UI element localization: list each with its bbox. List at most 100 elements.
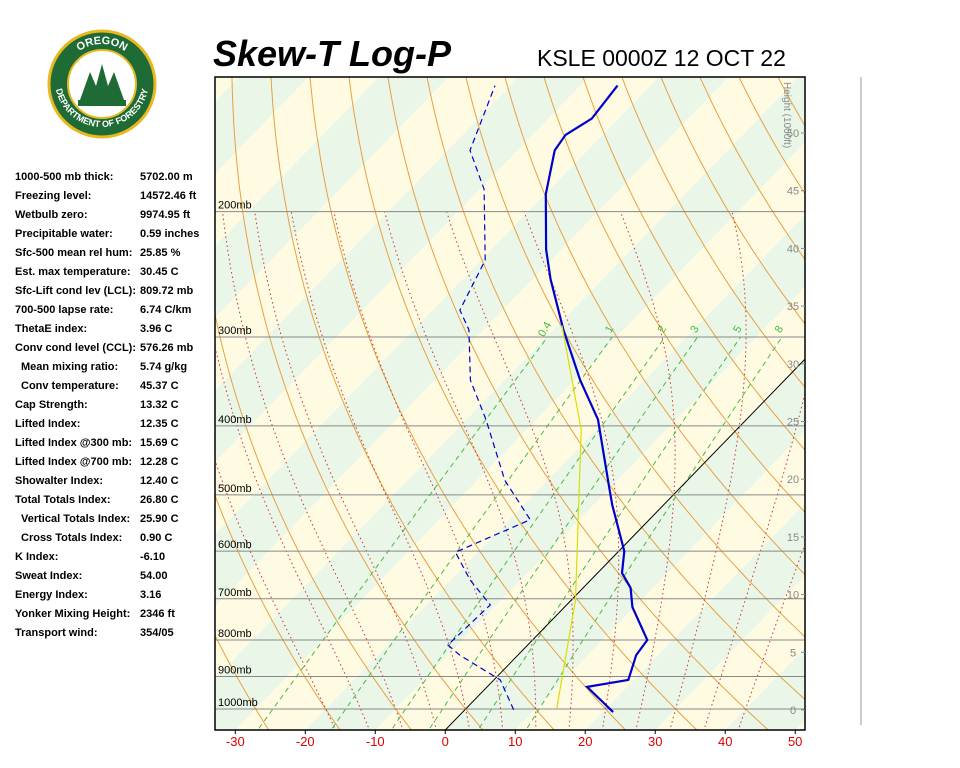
height-tick-label: 40: [787, 243, 799, 255]
pressure-label: 300mb: [218, 325, 252, 337]
height-tick-label: 35: [787, 301, 799, 313]
mixing-ratio-line: [428, 336, 699, 730]
moist-adiabat: [446, 211, 574, 730]
moist-adiabat: [290, 211, 471, 730]
index-value: 5702.00 m: [140, 171, 193, 183]
index-label: Energy Index:: [15, 589, 88, 601]
index-value: 0.59 inches: [140, 228, 199, 240]
pressure-label: 200mb: [218, 200, 252, 212]
x-tick-label: -10: [366, 734, 385, 749]
mixing-ratio-line: [477, 336, 742, 730]
plot-background: [215, 27, 960, 736]
index-label: Lifted Index:: [15, 418, 80, 430]
index-label: Cap Strength:: [15, 399, 88, 411]
chart-subtitle: KSLE 0000Z 12 OCT 22: [537, 45, 786, 71]
index-label: Precipitable water:: [15, 228, 113, 240]
x-tick-label: 40: [718, 734, 732, 749]
index-label: Conv cond level (CCL):: [15, 342, 136, 354]
index-value: 30.45 C: [140, 266, 179, 278]
index-label: Lifted Index @700 mb:: [15, 456, 132, 468]
moist-adiabat: [737, 542, 805, 730]
isotherm-band: [375, 286, 805, 730]
index-value: 25.85 %: [140, 247, 181, 259]
index-value: 809.72 mb: [140, 285, 193, 297]
indices: 1000-500 mb thick: 5702.00 m Freezing leve…: [15, 171, 199, 639]
isotherm-band: [215, 77, 805, 730]
isotherm-band: [235, 142, 805, 730]
sounding-line: [447, 85, 532, 711]
index-label: Freezing level:: [15, 190, 91, 202]
mixing-ratio-label: 3: [688, 324, 701, 335]
x-tick-label: -20: [296, 734, 315, 749]
index-value: 3.16: [140, 589, 161, 601]
index-value: 0.90 C: [140, 532, 172, 544]
index-label: ThetaE index:: [15, 323, 87, 335]
x-tick-label: 10: [508, 734, 522, 749]
mixing-ratio-label: 1: [603, 324, 616, 335]
dry-adiabat: [543, 77, 805, 514]
x-tick-label: 20: [578, 734, 592, 749]
dry-adiabat: [582, 77, 805, 451]
moist-adiabat: [384, 211, 537, 730]
dry-adiabat: [903, 27, 960, 736]
index-value: 3.96 C: [140, 323, 172, 335]
mixing-ratio-line: [525, 336, 783, 730]
index-value: 13.32 C: [140, 399, 179, 411]
height-axis-label: Height (1000ft): [781, 82, 792, 148]
index-value: 25.90 C: [140, 513, 179, 525]
index-label: Sfc-500 mean rel hum:: [15, 247, 132, 259]
dry-adiabat: [940, 27, 960, 736]
index-label: Showalter Index:: [15, 475, 103, 487]
index-value: 14572.46 ft: [140, 190, 197, 202]
isotherm-band: [655, 575, 805, 730]
moist-adiabat: [215, 458, 337, 730]
index-value: 5.74 g/kg: [140, 361, 187, 373]
height-tick-label: 5: [790, 647, 796, 659]
index-label: Wetbulb zero:: [15, 209, 88, 221]
dry-adiabat: [828, 27, 960, 736]
index-label: Est. max temperature:: [15, 266, 131, 278]
index-value: 6.74 C/km: [140, 304, 192, 316]
mixing-ratio-line: [330, 336, 613, 730]
mixing-ratio-line: [257, 336, 549, 730]
index-value: 12.40 C: [140, 475, 179, 487]
isotherm-band: [305, 214, 805, 730]
index-label: 1000-500 mb thick:: [15, 171, 113, 183]
mixing-ratio-label: 8: [773, 324, 786, 335]
pressure-label: 1000mb: [218, 697, 258, 709]
dry-adiabat: [215, 634, 270, 730]
height-tick-label: 10: [787, 590, 799, 602]
index-label: Lifted Index @300 mb:: [15, 437, 132, 449]
index-label: Conv temperature:: [21, 380, 119, 392]
index-value: -6.10: [140, 551, 165, 563]
pressure-label: 800mb: [218, 628, 252, 640]
pressure-label: 500mb: [218, 483, 252, 495]
index-label: Yonker Mixing Height:: [15, 608, 130, 620]
moist-adiabat: [222, 211, 404, 730]
x-tick-label: 30: [648, 734, 662, 749]
height-tick-label: 15: [787, 532, 799, 544]
height-tick-label: 30: [787, 359, 799, 371]
moist-adiabat: [620, 211, 676, 730]
sounding-line: [544, 84, 649, 713]
index-value: 15.69 C: [140, 437, 179, 449]
dry-adiabat: [791, 27, 960, 736]
chart-title: Skew-T Log-P: [213, 33, 452, 74]
isotherm-band: [515, 431, 805, 730]
index-value: 54.00: [140, 570, 168, 582]
x-tick-label: -30: [226, 734, 245, 749]
index-label: K Index:: [15, 551, 58, 563]
index-label: Transport wind:: [15, 627, 98, 639]
zero-isotherm: [444, 358, 805, 730]
moist-adiabat: [333, 211, 504, 730]
index-value: 12.28 C: [140, 456, 179, 468]
x-tick-label: 50: [788, 734, 802, 749]
x-tick-label: 0: [442, 734, 449, 749]
height-tick-label: 45: [787, 186, 799, 198]
index-label: Vertical Totals Index:: [21, 513, 130, 525]
logo-top: OREGON: [75, 35, 130, 54]
index-label: Cross Totals Index:: [21, 532, 122, 544]
moist-adiabat: [669, 211, 747, 730]
